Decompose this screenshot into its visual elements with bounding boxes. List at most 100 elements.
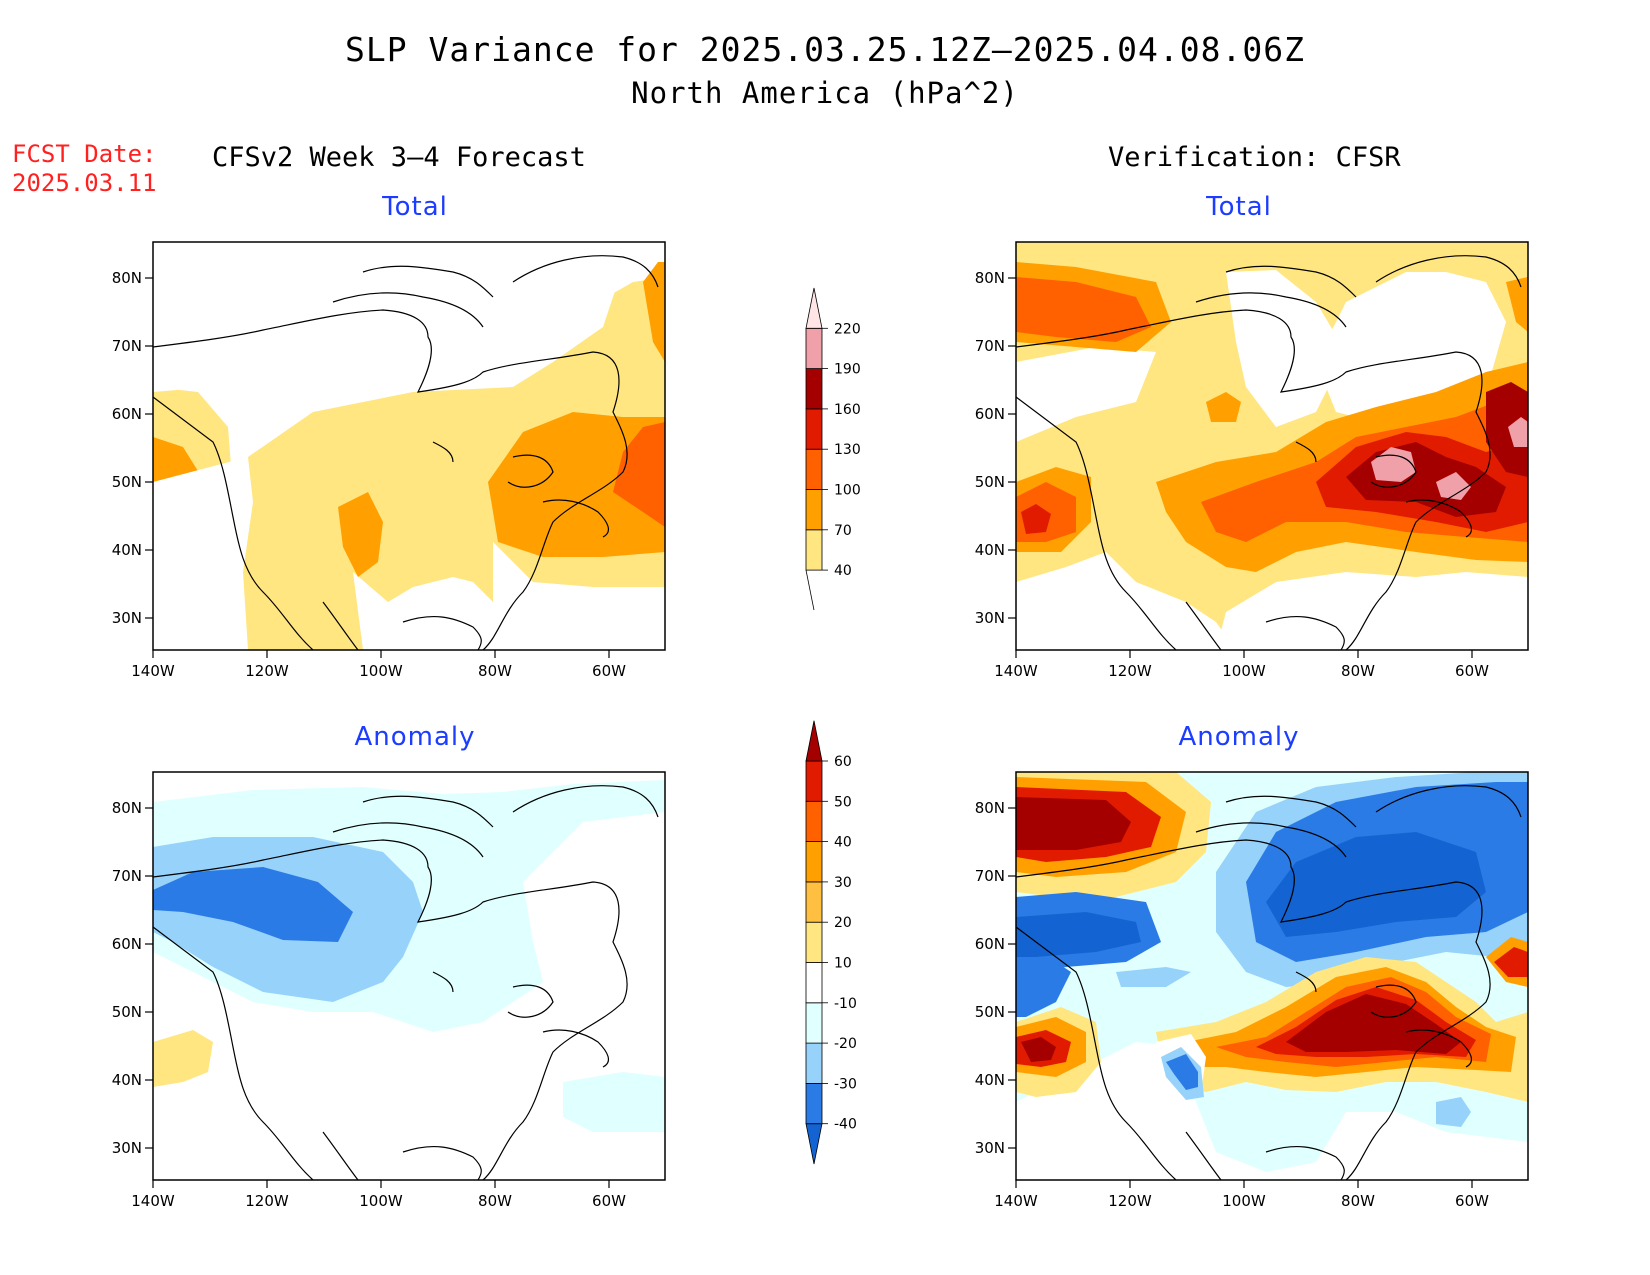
lat-tick-label: 80N xyxy=(975,269,1005,287)
lat-tick-label: 70N xyxy=(975,337,1005,355)
colorbar-anomaly: -40 -30 -20 -10 10 20 30 40 50 60 xyxy=(805,720,857,1165)
lon-tick-label: 140W xyxy=(131,662,175,680)
lon-tick-label: 120W xyxy=(245,1192,289,1210)
lon-tick-label: 60W xyxy=(1455,1192,1489,1210)
colorbar-anomaly-swatch xyxy=(805,962,823,1004)
lon-tick-label: 120W xyxy=(245,662,289,680)
verif-total-frame xyxy=(1015,241,1529,651)
colorbar-anomaly-label: 40 xyxy=(834,835,852,851)
verif-total-shading xyxy=(1016,242,1528,650)
lat-tick-label: 50N xyxy=(975,473,1005,491)
lon-tick-label: 140W xyxy=(994,1192,1038,1210)
colorbar-anomaly-swatch xyxy=(805,1123,823,1165)
colorbar-total-label: 130 xyxy=(834,442,861,458)
chart-title: SLP Variance for 2025.03.25.12Z–2025.04.… xyxy=(345,30,1305,69)
lon-tick-label: 100W xyxy=(359,662,403,680)
lon-tick-label: 120W xyxy=(1108,662,1152,680)
colorbar-anomaly-swatch xyxy=(805,841,823,883)
fcst-total-coastlines xyxy=(153,255,659,650)
colorbar-anomaly-label: -30 xyxy=(834,1076,857,1092)
colorbar-anomaly-swatch xyxy=(805,720,823,762)
lat-tick-label: 30N xyxy=(112,1139,142,1157)
verif-total-coastlines xyxy=(1016,255,1522,650)
fcst-total-title: Total xyxy=(382,192,448,222)
lat-tick-label: 70N xyxy=(112,867,142,885)
colorbar-anomaly-label: -40 xyxy=(834,1117,857,1133)
colorbar-total-swatch xyxy=(805,448,823,490)
colorbar-total-swatch xyxy=(805,529,823,571)
lat-tick-label: 40N xyxy=(112,541,142,559)
fcst-total-shading xyxy=(153,242,665,650)
lat-tick-label: 70N xyxy=(975,867,1005,885)
lon-tick-label: 140W xyxy=(131,1192,175,1210)
colorbar-total-label: 160 xyxy=(834,402,861,418)
verif-anomaly-frame xyxy=(1015,771,1529,1181)
axes-layer: 140W 120W 100W 80W 60W 80N 70N 60N 50N 40N 30N 140W… xyxy=(112,269,1489,1210)
colorbar-anomaly-label: 50 xyxy=(834,794,852,810)
colorbar-total-lower-tip xyxy=(805,570,815,611)
colorbar-total-swatch xyxy=(805,287,823,329)
lat-tick-label: 30N xyxy=(975,1139,1005,1157)
colorbar-total-label: 70 xyxy=(834,523,852,539)
lat-tick-label: 60N xyxy=(112,935,142,953)
fcst-anomaly-title: Anomaly xyxy=(354,722,476,752)
fcst-anomaly-shading xyxy=(153,780,665,1132)
lon-tick-label: 80W xyxy=(1341,1192,1375,1210)
lat-tick-label: 40N xyxy=(112,1071,142,1089)
fcst-anomaly-coastlines xyxy=(153,785,659,1180)
colorbar-anomaly-label: 10 xyxy=(834,956,852,972)
lon-tick-label: 100W xyxy=(359,1192,403,1210)
verif-anomaly-shading xyxy=(1016,772,1528,1180)
colorbar-anomaly-label: 60 xyxy=(834,754,852,770)
forecast-column-heading: CFSv2 Week 3–4 Forecast xyxy=(212,142,586,173)
lat-tick-label: 40N xyxy=(975,541,1005,559)
lat-tick-label: 40N xyxy=(975,1071,1005,1089)
lat-tick-label: 50N xyxy=(112,1003,142,1021)
colorbar-total-label: 190 xyxy=(834,362,861,378)
fcst-total-map xyxy=(153,242,665,650)
colorbar-total-label: 40 xyxy=(834,563,852,579)
verif-anomaly-map xyxy=(1016,772,1528,1180)
colorbar-anomaly-swatch xyxy=(805,1083,823,1125)
colorbar-total: 40 70 100 130 160 190 220 xyxy=(805,287,861,611)
lon-tick-label: 80W xyxy=(1341,662,1375,680)
verif-anomaly-title: Anomaly xyxy=(1178,722,1300,752)
colorbar-anomaly-label: 30 xyxy=(834,875,852,891)
fcst-date-caption: FCST Date: xyxy=(12,140,157,168)
fcst-anomaly-frame xyxy=(152,771,666,1181)
lat-tick-label: 50N xyxy=(975,1003,1005,1021)
lon-tick-label: 80W xyxy=(478,662,512,680)
fcst-anomaly-map xyxy=(153,780,665,1180)
lon-tick-label: 80W xyxy=(478,1192,512,1210)
verif-anomaly-coastlines xyxy=(1016,785,1522,1180)
colorbar-anomaly-swatch xyxy=(805,800,823,842)
colorbar-anomaly-swatch xyxy=(805,1002,823,1044)
lat-tick-label: 30N xyxy=(112,609,142,627)
fcst-total-frame xyxy=(152,241,666,651)
colorbar-anomaly-swatch xyxy=(805,881,823,923)
chart-subtitle: North America (hPa^2) xyxy=(631,76,1019,110)
lon-tick-label: 100W xyxy=(1222,662,1266,680)
lat-tick-label: 30N xyxy=(975,609,1005,627)
lat-tick-label: 80N xyxy=(112,799,142,817)
colorbar-anomaly-label: 20 xyxy=(834,915,852,931)
colorbar-anomaly-label: -20 xyxy=(834,1036,857,1052)
fcst-date-value: 2025.03.11 xyxy=(12,169,157,197)
lon-tick-label: 140W xyxy=(994,662,1038,680)
colorbar-anomaly-label: -10 xyxy=(834,996,857,1012)
colorbar-total-label: 220 xyxy=(834,321,861,337)
lat-tick-label: 60N xyxy=(975,935,1005,953)
lon-tick-label: 100W xyxy=(1222,1192,1266,1210)
fcst-date-label: FCST Date: 2025.03.11 xyxy=(12,140,157,198)
colorbar-anomaly-swatch xyxy=(805,1042,823,1084)
verification-column-heading: Verification: CFSR xyxy=(1108,142,1401,173)
verif-total-map xyxy=(1016,242,1528,650)
lon-tick-label: 60W xyxy=(592,662,626,680)
colorbar-total-swatch xyxy=(805,327,823,369)
lat-tick-label: 80N xyxy=(112,269,142,287)
lat-tick-label: 60N xyxy=(975,405,1005,423)
lon-tick-label: 120W xyxy=(1108,1192,1152,1210)
lon-tick-label: 60W xyxy=(1455,662,1489,680)
colorbar-total-swatch xyxy=(805,408,823,450)
